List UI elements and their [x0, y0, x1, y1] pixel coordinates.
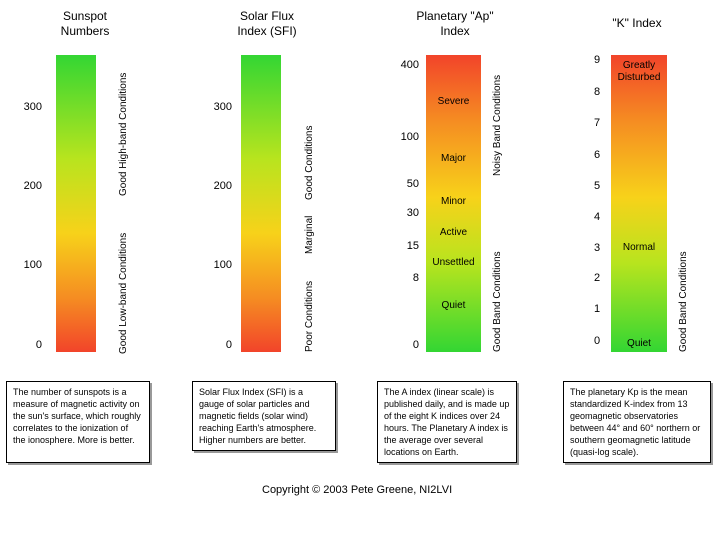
sunspot-title-line1: Sunspot [62, 9, 108, 23]
sfi-tick-200: 200 [213, 180, 232, 192]
ap-tick-0: 0 [412, 339, 419, 351]
ap-level-major: Major [440, 153, 466, 164]
k-description: The planetary Kp is the mean standardize… [563, 381, 711, 463]
sunspot-tick-100: 100 [23, 259, 42, 271]
copyright: Copyright © 2003 Pete Greene, NI2LVI [262, 484, 453, 496]
sfi-description: Solar Flux Index (SFI) is a gauge of sol… [192, 381, 336, 451]
ap-label-good: Good Band Conditions [492, 251, 503, 352]
ap-title: Planetary "Ap" Index [400, 9, 510, 39]
sfi-title-line2: Index (SFI) [237, 24, 297, 38]
sunspot-title: Sunspot Numbers [40, 9, 130, 39]
ap-label-noisy: Noisy Band Conditions [492, 74, 503, 176]
k-tick-9: 9 [594, 54, 601, 66]
sunspot-label-low-band: Good Low-band Conditions [118, 232, 129, 354]
k-tick-1: 1 [594, 303, 601, 315]
sfi-title-line1: Solar Flux [239, 9, 295, 23]
k-level-greatly-disturbed: Greatly Disturbed [611, 60, 667, 84]
k-level-normal: Normal [622, 242, 656, 253]
k-tick-3: 3 [594, 242, 601, 254]
sfi-tick-0: 0 [225, 339, 232, 351]
k-tick-4: 4 [594, 211, 601, 223]
ap-level-unsettled: Unsettled [432, 257, 475, 268]
sfi-tick-100: 100 [213, 259, 232, 271]
ap-level-minor: Minor [440, 196, 466, 207]
sunspot-tick-200: 200 [23, 180, 42, 192]
sfi-label-marginal: Marginal [304, 215, 315, 254]
sunspot-title-line2: Numbers [60, 24, 110, 38]
sunspot-label-high-band: Good High-band Conditions [118, 72, 129, 196]
ap-level-severe: Severe [437, 96, 470, 107]
sunspot-tick-0: 0 [35, 339, 42, 351]
ap-title-line2: Index [440, 24, 470, 38]
ap-level-quiet: Quiet [441, 300, 466, 311]
ap-tick-100: 100 [400, 131, 419, 143]
ap-tick-15: 15 [406, 240, 419, 252]
k-gradient-bar [611, 55, 667, 352]
k-title: "K" Index [612, 16, 662, 30]
k-tick-2: 2 [594, 272, 601, 284]
ap-tick-400: 400 [400, 59, 419, 71]
k-level-top-line2: Disturbed [617, 72, 661, 83]
sunspot-gradient-bar [56, 55, 96, 352]
sfi-label-good: Good Conditions [304, 125, 315, 201]
sfi-label-poor: Poor Conditions [304, 280, 315, 352]
k-tick-8: 8 [594, 86, 601, 98]
ap-tick-30: 30 [406, 207, 419, 219]
sunspot-description: The number of sunspots is a measure of m… [6, 381, 150, 463]
ap-tick-8: 8 [412, 272, 419, 284]
k-level-quiet: Quiet [627, 338, 651, 349]
ap-level-active: Active [439, 227, 468, 238]
k-label-good: Good Band Conditions [678, 251, 689, 352]
ap-gradient-bar [426, 55, 481, 352]
k-level-top-line1: Greatly [622, 60, 656, 71]
k-tick-0: 0 [594, 335, 601, 347]
sfi-title: Solar Flux Index (SFI) [222, 9, 312, 39]
k-tick-6: 6 [594, 149, 601, 161]
k-tick-7: 7 [594, 117, 601, 129]
ap-description: The A index (linear scale) is published … [377, 381, 517, 463]
k-tick-5: 5 [594, 180, 601, 192]
sfi-gradient-bar [241, 55, 281, 352]
ap-title-line1: Planetary "Ap" [416, 9, 494, 23]
sfi-tick-300: 300 [213, 101, 232, 113]
sunspot-tick-300: 300 [23, 101, 42, 113]
ap-tick-50: 50 [406, 178, 419, 190]
